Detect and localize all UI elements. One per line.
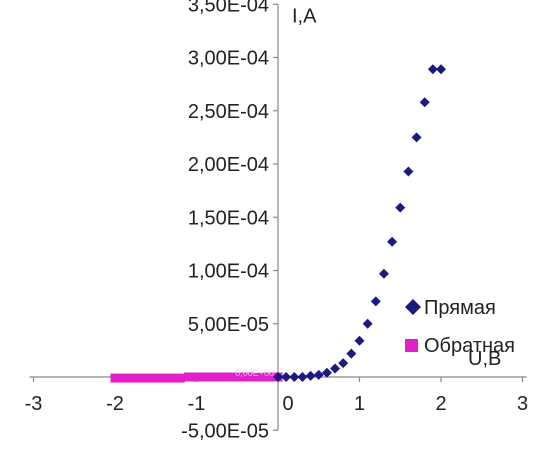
legend: Прямая Обратная [405, 297, 515, 357]
y-tick-label: 1,50E-04 [188, 207, 269, 229]
y-tick-label: 1,00E-04 [188, 261, 269, 283]
y-tick-label: 3,00E-04 [188, 48, 269, 70]
data-point-forward [321, 367, 332, 378]
data-point-forward [378, 268, 389, 279]
x-tick-label: -2 [106, 393, 124, 415]
data-point-reverse [118, 373, 128, 383]
x-tick-label: 2 [435, 393, 446, 415]
data-point-forward [338, 358, 349, 369]
data-point-forward [395, 202, 406, 213]
legend-item-reverse: Обратная [405, 335, 515, 357]
data-point-reverse [216, 372, 226, 382]
data-point-reverse [110, 373, 120, 383]
data-point-forward [313, 369, 324, 380]
legend-item-forward: Прямая [405, 297, 496, 319]
data-point-reverse [224, 372, 234, 382]
data-point-forward [289, 372, 300, 382]
x-axis-label: U,B [468, 348, 501, 370]
data-point-reverse [257, 372, 267, 382]
data-point-reverse [167, 373, 177, 383]
data-point-forward [354, 335, 365, 346]
data-point-reverse [208, 372, 218, 382]
y-tick-label: 2,00E-04 [188, 154, 269, 176]
data-point-reverse [143, 373, 153, 383]
data-point-forward [411, 132, 422, 143]
data-point-forward [362, 318, 373, 329]
data-point-forward [370, 296, 381, 307]
y-tick-label: 3,50E-04 [188, 0, 269, 16]
x-tick-label: -3 [25, 393, 43, 415]
data-point-reverse [200, 372, 210, 382]
y-tick-label: -5,00E-05 [181, 420, 269, 442]
y-tick-label: 2,50E-04 [188, 101, 269, 123]
data-point-reverse [232, 372, 242, 382]
y-ticks: -5,00E-05 5,00E-05 1,00E-04 1,50E-04 2,00E-0… [181, 0, 278, 442]
data-point-forward [387, 236, 398, 247]
data-point-forward [403, 166, 414, 177]
axes: -3 -2 -1 0 1 2 3 -5,00E-05 5,00E-05 1,00E-04 1,50… [25, 0, 528, 442]
legend-label-forward: Прямая [424, 297, 496, 319]
data-point-reverse [183, 372, 193, 382]
data-point-reverse [126, 373, 136, 383]
data-point-forward [427, 64, 438, 75]
data-point-forward [419, 97, 430, 108]
data-point-reverse [240, 372, 250, 382]
y-tick-label: 5,00E-05 [188, 314, 269, 336]
x-tick-label: 0 [282, 393, 293, 415]
x-ticks: -3 -2 -1 0 1 2 3 [25, 377, 528, 415]
data-point-forward [436, 64, 446, 75]
data-point-forward [273, 372, 283, 382]
data-point-reverse [175, 373, 185, 383]
legend-marker-forward [405, 299, 421, 315]
data-point-reverse [265, 372, 275, 382]
origin-label: 0,00E+00 [235, 368, 274, 378]
legend-marker-reverse [405, 339, 418, 352]
x-tick-label: 3 [517, 393, 528, 415]
data-point-reverse [151, 373, 161, 383]
data-point-forward [330, 363, 341, 374]
x-tick-label: 1 [354, 393, 365, 415]
data-point-forward [281, 372, 292, 382]
x-tick-label: -1 [188, 393, 206, 415]
data-point-reverse [192, 372, 201, 382]
y-axis-label: I,A [292, 5, 317, 27]
data-point-forward [297, 372, 308, 382]
data-point-reverse [159, 373, 169, 383]
data-point-forward [305, 370, 316, 381]
data-marks [110, 64, 446, 383]
data-point-reverse [249, 372, 259, 382]
data-point-reverse [134, 373, 144, 383]
legend-label-reverse: Обратная [424, 335, 515, 357]
data-point-forward [346, 348, 357, 359]
